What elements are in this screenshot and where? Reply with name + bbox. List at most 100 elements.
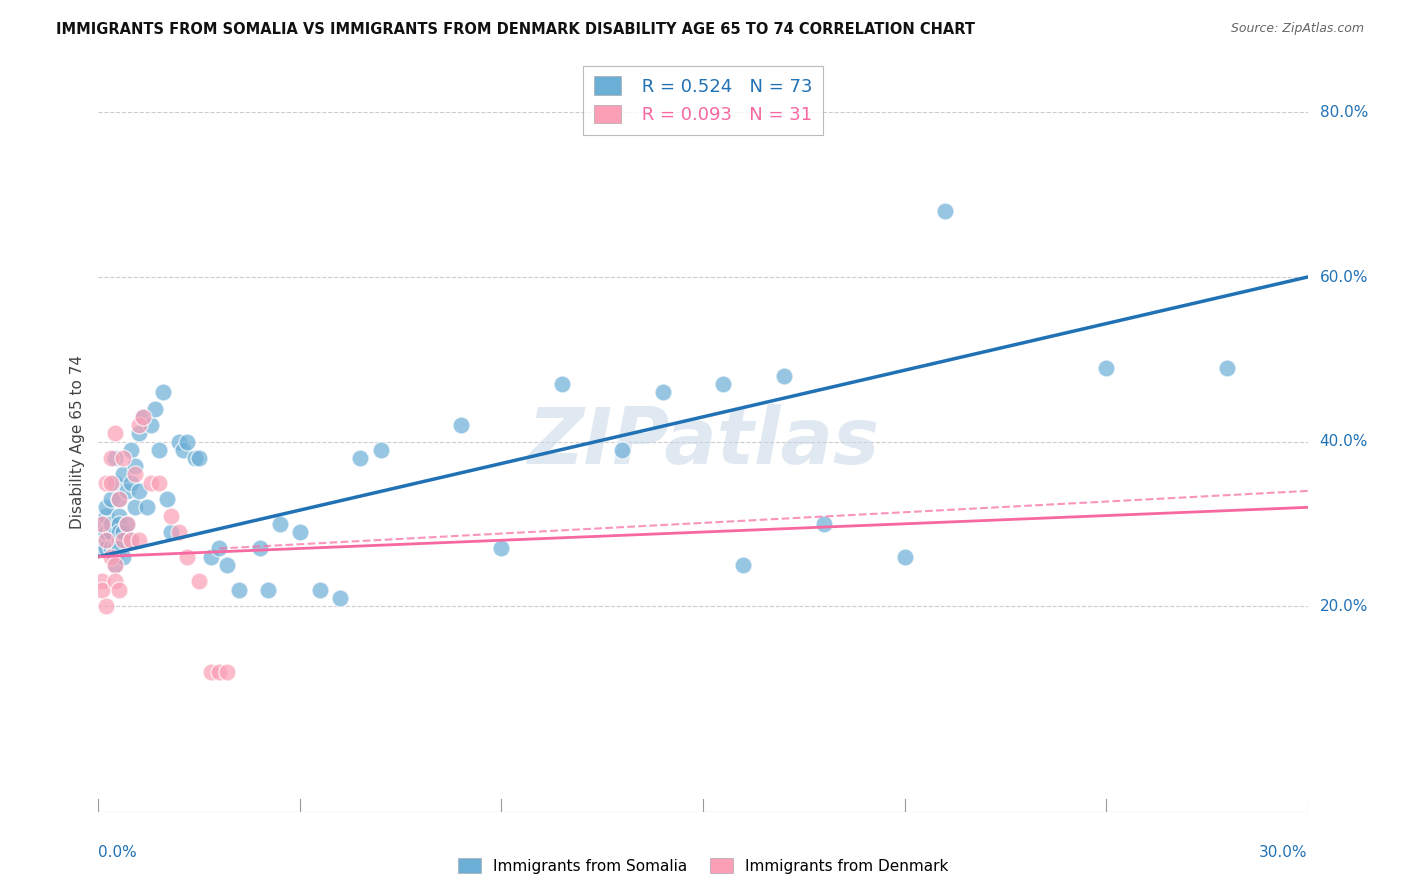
Point	[156, 492, 179, 507]
Point	[176, 434, 198, 449]
Point	[103, 475, 125, 490]
Point	[100, 524, 122, 539]
Point	[96, 533, 118, 548]
Point	[91, 582, 114, 597]
Point	[107, 524, 129, 539]
Point	[120, 475, 142, 490]
Point	[160, 508, 183, 523]
Point	[124, 467, 146, 482]
Point	[107, 492, 129, 507]
Point	[107, 582, 129, 597]
Point	[115, 516, 138, 531]
Point	[772, 368, 794, 383]
Point	[733, 558, 755, 572]
Text: IMMIGRANTS FROM SOMALIA VS IMMIGRANTS FROM DENMARK DISABILITY AGE 65 TO 74 CORRE: IMMIGRANTS FROM SOMALIA VS IMMIGRANTS FR…	[56, 22, 976, 37]
Point	[91, 516, 114, 531]
Point	[1095, 360, 1118, 375]
Point	[96, 475, 118, 490]
Point	[208, 541, 231, 556]
Point	[91, 541, 114, 556]
Point	[370, 442, 392, 457]
Point	[148, 442, 170, 457]
Point	[111, 533, 134, 548]
Point	[1216, 360, 1239, 375]
Point	[184, 450, 207, 465]
Point	[208, 665, 231, 679]
Point	[269, 516, 291, 531]
Point	[167, 524, 190, 539]
Text: 20.0%: 20.0%	[1320, 599, 1368, 614]
Point	[111, 450, 134, 465]
Point	[107, 492, 129, 507]
Point	[128, 483, 150, 498]
Point	[115, 516, 138, 531]
Point	[139, 475, 162, 490]
Point	[103, 541, 125, 556]
Point	[349, 450, 371, 465]
Point	[111, 549, 134, 564]
Text: 40.0%: 40.0%	[1320, 434, 1368, 449]
Point	[309, 582, 332, 597]
Point	[143, 401, 166, 416]
Point	[107, 508, 129, 523]
Point	[176, 549, 198, 564]
Point	[450, 418, 472, 433]
Point	[217, 665, 239, 679]
Text: 30.0%: 30.0%	[1260, 845, 1308, 860]
Point	[152, 385, 174, 400]
Point	[124, 459, 146, 474]
Point	[217, 558, 239, 572]
Text: Source: ZipAtlas.com: Source: ZipAtlas.com	[1230, 22, 1364, 36]
Point	[100, 549, 122, 564]
Point	[128, 533, 150, 548]
Point	[96, 500, 118, 515]
Text: 0.0%: 0.0%	[98, 845, 138, 860]
Point	[200, 665, 222, 679]
Point	[893, 549, 915, 564]
Point	[160, 524, 183, 539]
Point	[100, 450, 122, 465]
Point	[100, 516, 122, 531]
Point	[124, 500, 146, 515]
Point	[103, 549, 125, 564]
Point	[612, 442, 634, 457]
Point	[128, 418, 150, 433]
Point	[103, 558, 125, 572]
Point	[491, 541, 513, 556]
Text: ZIPatlas: ZIPatlas	[527, 403, 879, 480]
Point	[100, 541, 122, 556]
Point	[96, 541, 118, 556]
Point	[188, 450, 211, 465]
Point	[934, 204, 956, 219]
Point	[132, 409, 155, 424]
Point	[100, 492, 122, 507]
Point	[172, 442, 194, 457]
Point	[256, 582, 278, 597]
Point	[167, 434, 190, 449]
Point	[651, 385, 673, 400]
Point	[115, 483, 138, 498]
Legend:  R = 0.524   N = 73,  R = 0.093   N = 31: R = 0.524 N = 73, R = 0.093 N = 31	[583, 66, 823, 135]
Text: 60.0%: 60.0%	[1320, 269, 1368, 285]
Point	[813, 516, 835, 531]
Point	[91, 574, 114, 589]
Point	[111, 524, 134, 539]
Point	[96, 599, 118, 613]
Point	[128, 426, 150, 441]
Point	[711, 376, 734, 391]
Point	[91, 533, 114, 548]
Point	[103, 450, 125, 465]
Point	[103, 574, 125, 589]
Point	[96, 524, 118, 539]
Point	[139, 418, 162, 433]
Point	[96, 533, 118, 548]
Point	[551, 376, 574, 391]
Point	[288, 524, 311, 539]
Point	[107, 541, 129, 556]
Point	[100, 475, 122, 490]
Point	[120, 533, 142, 548]
Point	[228, 582, 250, 597]
Legend: Immigrants from Somalia, Immigrants from Denmark: Immigrants from Somalia, Immigrants from…	[451, 852, 955, 880]
Point	[91, 516, 114, 531]
Point	[329, 591, 352, 605]
